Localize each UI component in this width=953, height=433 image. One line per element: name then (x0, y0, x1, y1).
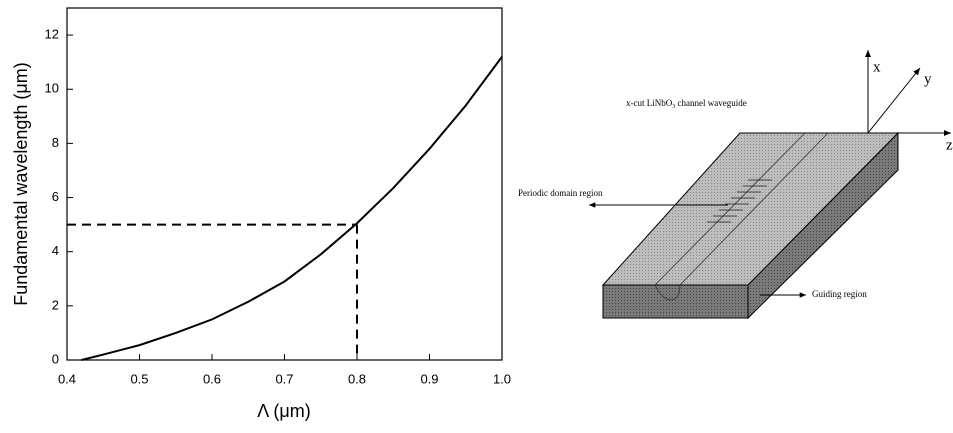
y-tick-label: 4 (52, 243, 59, 258)
x-tick-label: 0.6 (203, 371, 221, 386)
y-tick-label: 2 (52, 297, 59, 312)
guiding-label: Guiding region (812, 289, 867, 299)
y-tick-label: 12 (45, 27, 59, 42)
waveguide-diagram: x y z x-cut LiNbO3 channel waveguide Per… (518, 50, 953, 320)
x-tick-label: 0.9 (420, 371, 438, 386)
diagram-title: x-cut LiNbO3 channel waveguide (626, 98, 747, 110)
plot-frame (66, 7, 503, 361)
x-tick-label: 0.5 (130, 371, 148, 386)
y-tick-label: 8 (52, 135, 59, 150)
axis-y-label: y (924, 71, 932, 87)
curve (81, 56, 503, 361)
x-tick-label: 1.0 (493, 371, 511, 386)
title-part: x-cut LiNbO (626, 98, 673, 108)
title-subscript: 3 (672, 104, 675, 110)
periodic-label: Periodic domain region (518, 188, 603, 198)
y-axis-label: Fundamental wavelength (μm) (11, 62, 31, 305)
x-axis-label: Λ (μm) (257, 401, 310, 421)
y-tick-label: 0 (52, 351, 59, 366)
y-tick-label: 10 (45, 81, 59, 96)
y-tick-label: 6 (52, 189, 59, 204)
title-part: channel waveguide (675, 98, 746, 108)
x-tick-label: 0.7 (275, 371, 293, 386)
x-tick-label: 0.4 (58, 371, 76, 386)
axis-z-label: z (946, 137, 953, 153)
axis-x-label: x (873, 59, 881, 75)
x-tick-label: 0.8 (348, 371, 366, 386)
